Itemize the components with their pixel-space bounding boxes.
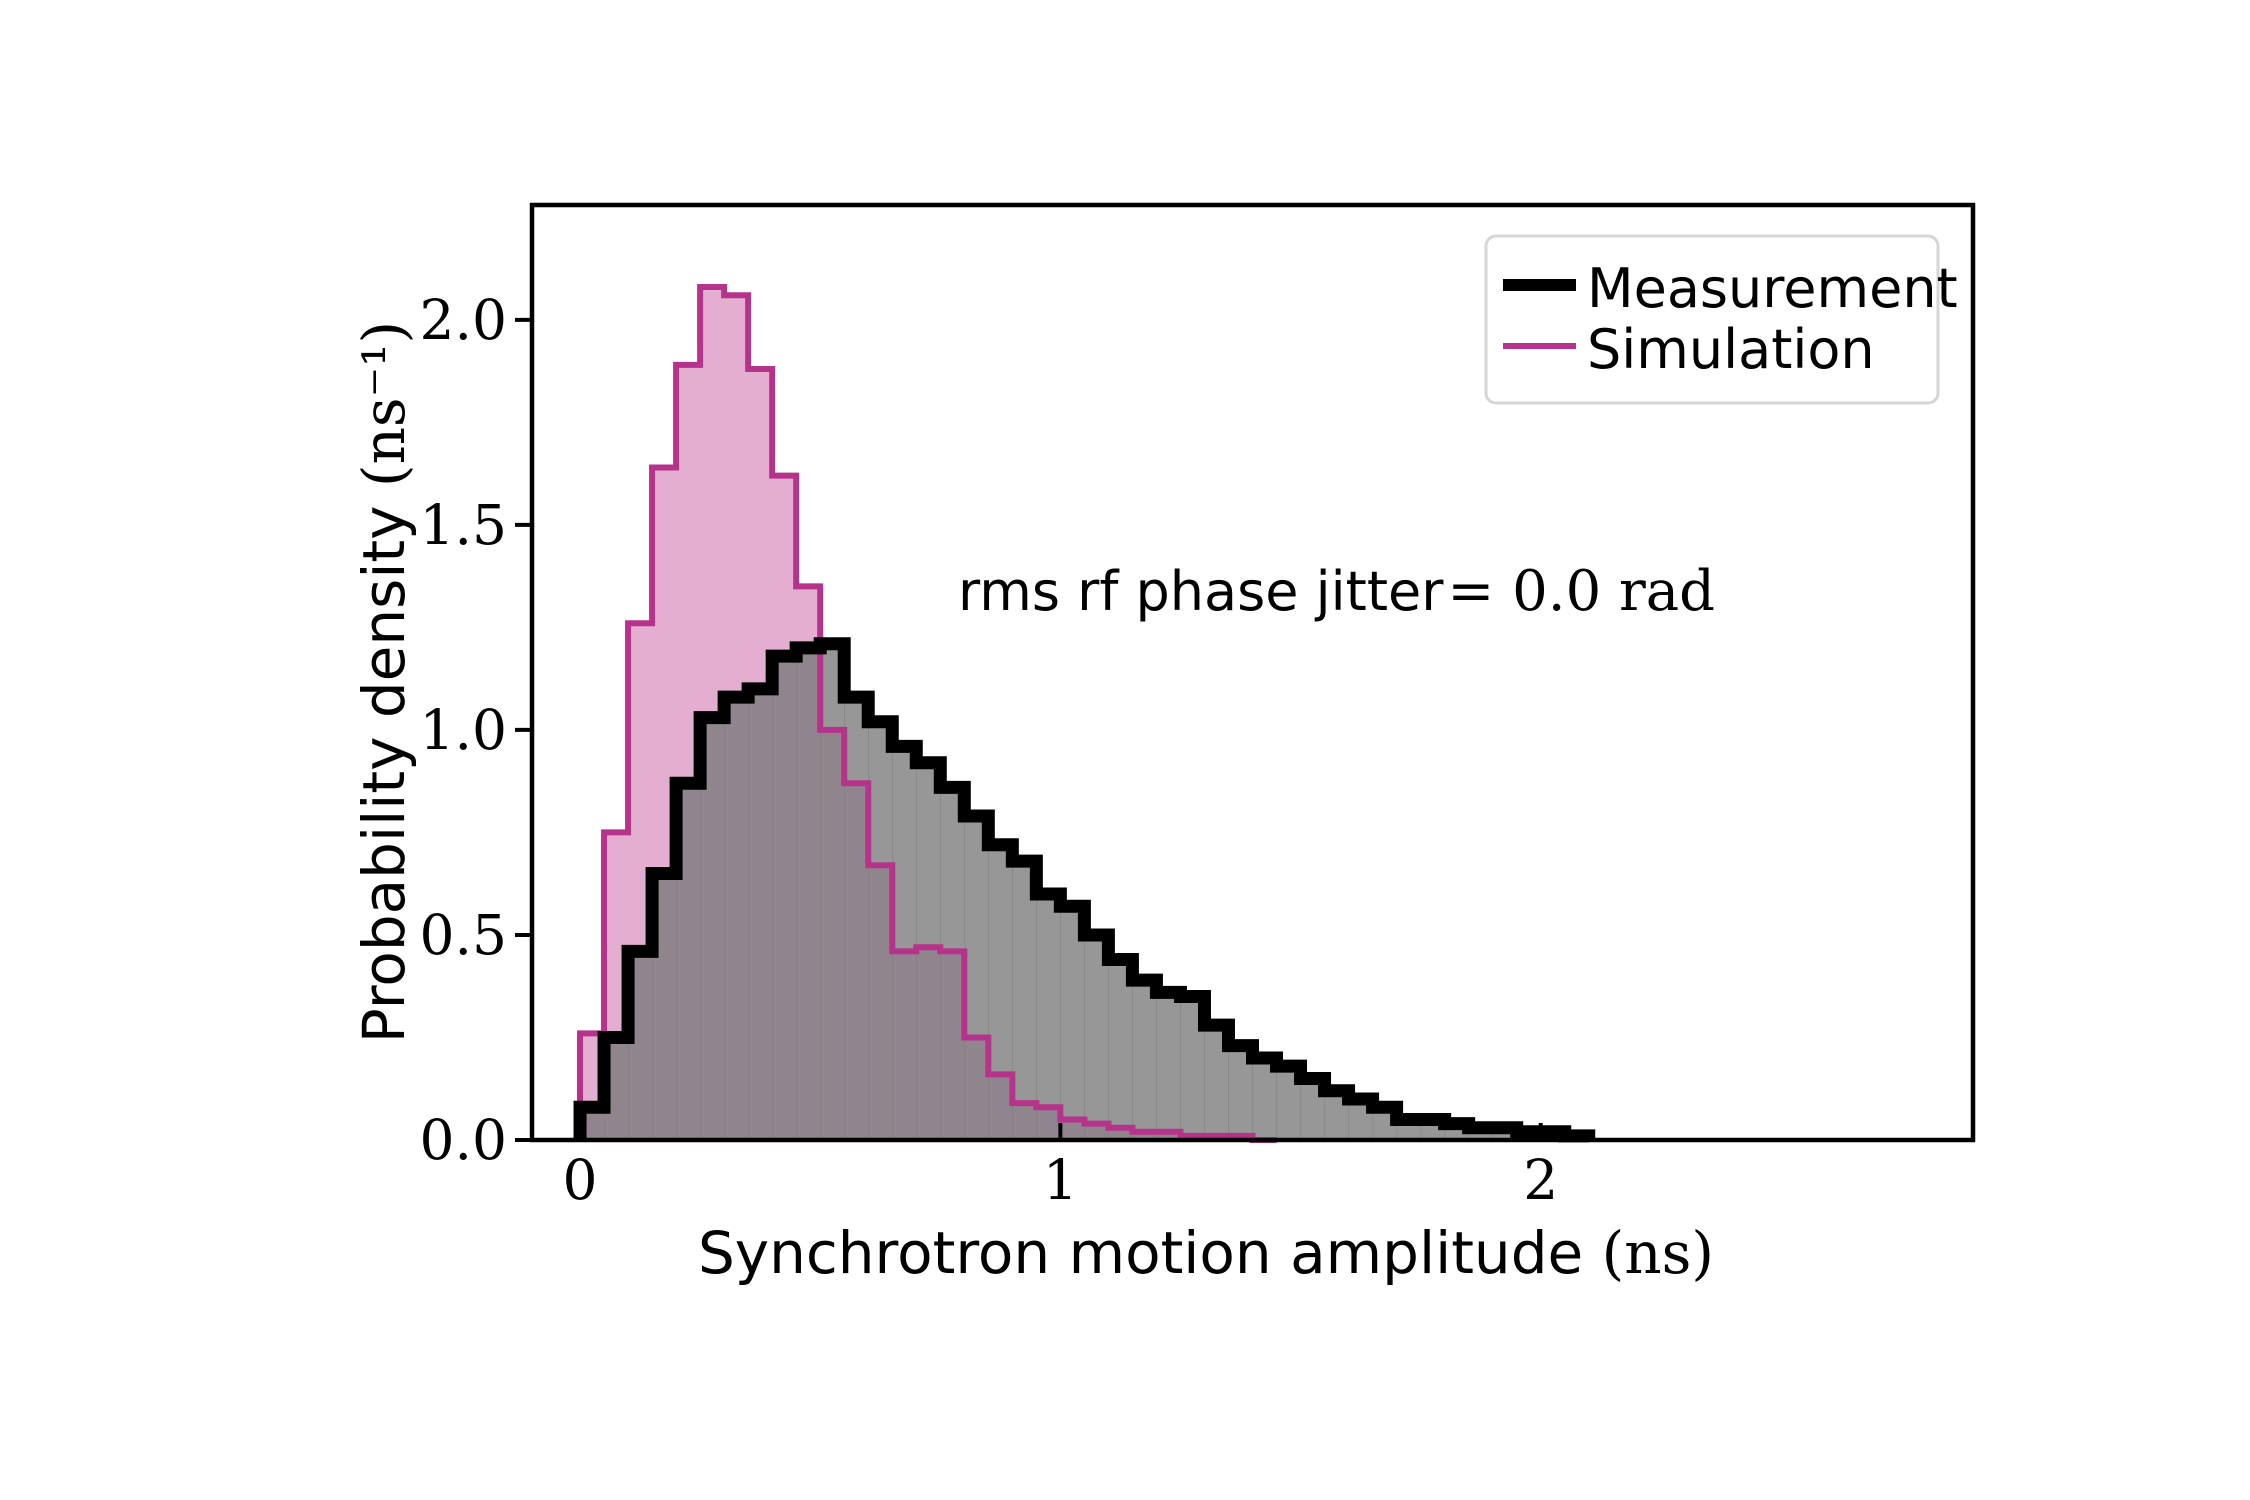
y-tick-label: 2.0 bbox=[420, 288, 507, 352]
measurement-bar bbox=[1108, 959, 1134, 1140]
measurement-bar bbox=[844, 697, 869, 1140]
measurement-bar bbox=[820, 643, 845, 1140]
y-tick-label: 1.5 bbox=[420, 493, 507, 557]
measurement-bar bbox=[1012, 861, 1037, 1140]
y-tick-label: 1.0 bbox=[420, 698, 507, 762]
measurement-bar bbox=[1156, 992, 1182, 1140]
measurement-bar bbox=[964, 816, 989, 1140]
histogram-fills bbox=[580, 287, 1590, 1140]
measurement-bar bbox=[772, 656, 797, 1140]
simulation-step-line bbox=[577, 284, 1277, 1143]
y-tick-label: 0.0 bbox=[420, 1108, 507, 1172]
measurement-bar bbox=[724, 697, 749, 1140]
x-tick-label: 2 bbox=[1523, 1148, 1558, 1212]
measurement-step-line bbox=[573, 637, 1596, 1143]
measurement-bar bbox=[796, 647, 821, 1140]
legend-box bbox=[1484, 234, 1940, 405]
legend-label-measurement: Measurement bbox=[1587, 257, 1958, 320]
y-axis-label: Probability density (ns⁻¹) bbox=[350, 321, 418, 1043]
histogram-outlines bbox=[573, 284, 1596, 1143]
measurement-bar bbox=[892, 746, 917, 1140]
measurement-bar bbox=[748, 688, 773, 1140]
axis-ticks: 0 1 2 0.0 0.5 1.0 1.5 2.0 bbox=[420, 288, 1559, 1212]
measurement-bar bbox=[1084, 934, 1109, 1140]
measurement-bar bbox=[916, 762, 941, 1140]
measurement-bar bbox=[1132, 980, 1158, 1140]
x-tick-label: 0 bbox=[563, 1148, 598, 1212]
y-tick-label: 0.5 bbox=[420, 903, 507, 967]
plot-frame bbox=[529, 202, 1976, 1143]
measurement-bar bbox=[868, 721, 893, 1140]
legend-label-simulation: Simulation bbox=[1587, 318, 1875, 381]
measurement-bar bbox=[988, 844, 1013, 1140]
measurement-bar bbox=[940, 787, 965, 1140]
legend: Measurement Simulation bbox=[1484, 234, 1958, 405]
jitter-annotation: rms rf phase jitter = 0.0 rad bbox=[958, 559, 1715, 624]
measurement-bar bbox=[1036, 893, 1061, 1140]
x-tick-label: 1 bbox=[1043, 1148, 1078, 1212]
measurement-bar bbox=[1060, 906, 1085, 1140]
x-axis-label: Synchrotron motion amplitude (ns) bbox=[698, 1219, 1714, 1287]
